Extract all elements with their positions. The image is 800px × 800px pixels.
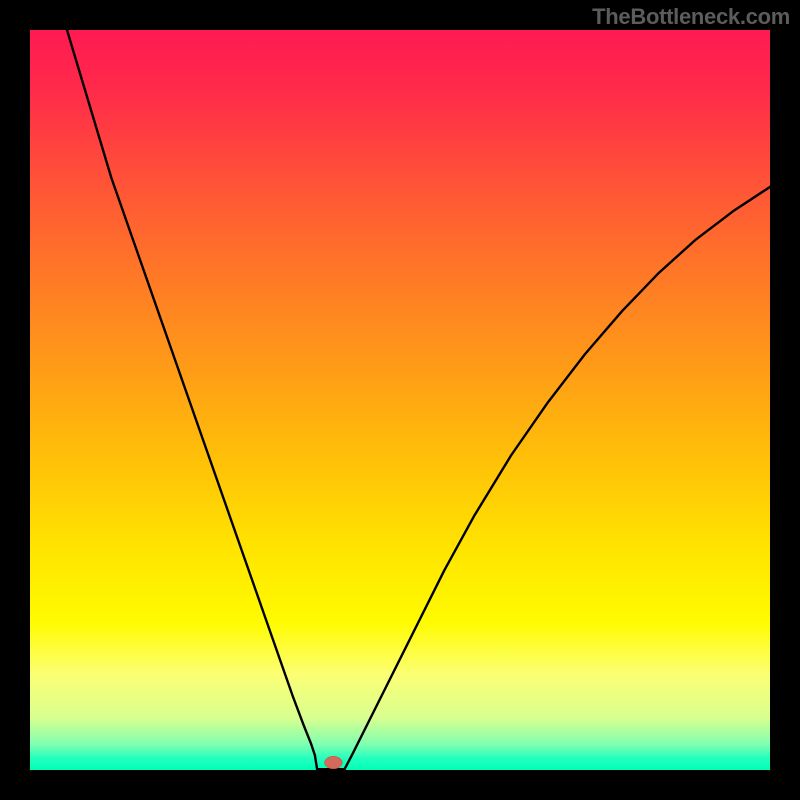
marker-group (325, 756, 343, 769)
optimal-point-marker (325, 756, 343, 769)
bottleneck-chart (30, 30, 770, 770)
watermark-text: TheBottleneck.com (592, 4, 790, 30)
